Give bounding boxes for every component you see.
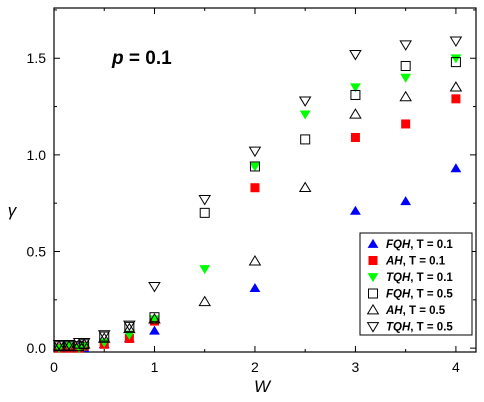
- legend-label-temperature: , T = 0.1: [403, 256, 446, 268]
- data-point: [248, 255, 262, 266]
- data-point: [199, 207, 210, 218]
- legend-label-temperature: , T = 0.5: [410, 289, 453, 301]
- data-point: [149, 312, 160, 323]
- x-tick-label: 4: [452, 359, 460, 375]
- data-point: [349, 50, 362, 61]
- x-tick-label: 3: [352, 359, 360, 375]
- y-tick-label: 1.5: [27, 50, 47, 66]
- legend-label: FQH, T = 0.1: [386, 239, 453, 251]
- legend-marker: [367, 238, 379, 248]
- legend-label: AH, T = 0.1: [385, 256, 446, 268]
- legend-label: FQH, T = 0.5: [386, 289, 453, 301]
- y-tick-label: 0.0: [27, 340, 47, 356]
- data-point: [199, 265, 211, 275]
- annotation-p-value: p = 0.1: [111, 48, 172, 69]
- axis-ticks: [53, 8, 476, 352]
- data-point: [449, 36, 463, 48]
- data-point: [450, 57, 461, 68]
- x-axis-title: W: [254, 377, 272, 396]
- data-point: [350, 89, 361, 100]
- axis-tick-labels: 0 1 2 3 4 0.0 0.5 1.0 1.5: [27, 50, 460, 375]
- data-point: [399, 40, 412, 51]
- data-point: [298, 96, 312, 107]
- data-point: [52, 339, 66, 351]
- data-point: [198, 295, 211, 307]
- legend-label-model: FQH: [386, 289, 411, 301]
- data-point: [77, 338, 91, 349]
- data-point: [400, 73, 412, 83]
- data-point: [97, 332, 111, 343]
- legend-label: AH, T = 0.5: [385, 305, 446, 317]
- data-point: [401, 119, 411, 129]
- data-point: [62, 339, 76, 351]
- legend-marker: [366, 322, 380, 333]
- data-point: [350, 205, 361, 215]
- data-point: [400, 196, 412, 206]
- legend-box: [359, 232, 473, 336]
- data-point: [123, 322, 136, 334]
- data-point: [399, 90, 412, 102]
- series-tqh-t05: [52, 36, 463, 351]
- y-axis-title: γ: [8, 201, 18, 220]
- data-point: [350, 132, 360, 142]
- data-point: [350, 83, 361, 93]
- legend-marker: [367, 273, 379, 283]
- data-point: [298, 181, 312, 193]
- data-point: [299, 110, 311, 120]
- legend-label-temperature: , T = 0.1: [410, 239, 453, 251]
- data-point: [250, 183, 260, 193]
- x-tick-label: 2: [251, 359, 259, 375]
- data-point: [148, 281, 161, 293]
- y-tick-label: 0.5: [27, 244, 47, 260]
- data-point: [450, 163, 462, 173]
- data-markers: [52, 36, 463, 354]
- data-point: [249, 161, 260, 172]
- data-point: [249, 283, 261, 293]
- data-point: [300, 134, 311, 145]
- legend-label-temperature: , T = 0.1: [410, 272, 453, 284]
- legend-label-model: TQH: [386, 272, 411, 284]
- x-tick-label: 0: [50, 359, 58, 375]
- data-point: [450, 54, 462, 64]
- legend-label-temperature: , T = 0.5: [410, 322, 453, 334]
- data-point: [249, 162, 261, 172]
- data-point: [248, 146, 262, 158]
- annotation-p-label: p: [111, 48, 124, 69]
- legend-label-model: TQH: [386, 322, 411, 334]
- data-point: [198, 195, 211, 206]
- data-point: [97, 330, 111, 341]
- legend-label-model: FQH: [386, 239, 411, 251]
- legend-label: TQH, T = 0.1: [386, 272, 453, 284]
- data-point: [349, 108, 362, 119]
- plot-frame: [53, 7, 477, 353]
- legend-label-model: AH: [385, 256, 403, 268]
- data-point: [148, 312, 161, 324]
- data-point: [99, 331, 110, 342]
- data-point: [400, 60, 411, 71]
- data-point: [124, 321, 135, 332]
- legend-marker: [368, 256, 378, 265]
- y-tick-label: 1.0: [27, 147, 47, 163]
- legend-marker: [368, 288, 378, 299]
- legend-label-model: AH: [385, 305, 403, 317]
- legend-label-temperature: , T = 0.5: [403, 305, 446, 317]
- annotation-p-text: = 0.1: [124, 48, 172, 69]
- data-point: [449, 81, 463, 92]
- legend-label: TQH, T = 0.5: [386, 322, 453, 334]
- legend-marker: [366, 303, 380, 315]
- data-point: [123, 320, 136, 332]
- x-tick-label: 1: [151, 359, 159, 375]
- data-point: [451, 94, 461, 104]
- data-point: [149, 325, 160, 335]
